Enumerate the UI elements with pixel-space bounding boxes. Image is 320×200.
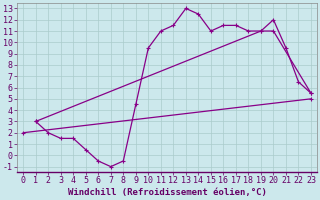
X-axis label: Windchill (Refroidissement éolien,°C): Windchill (Refroidissement éolien,°C) [68,188,267,197]
